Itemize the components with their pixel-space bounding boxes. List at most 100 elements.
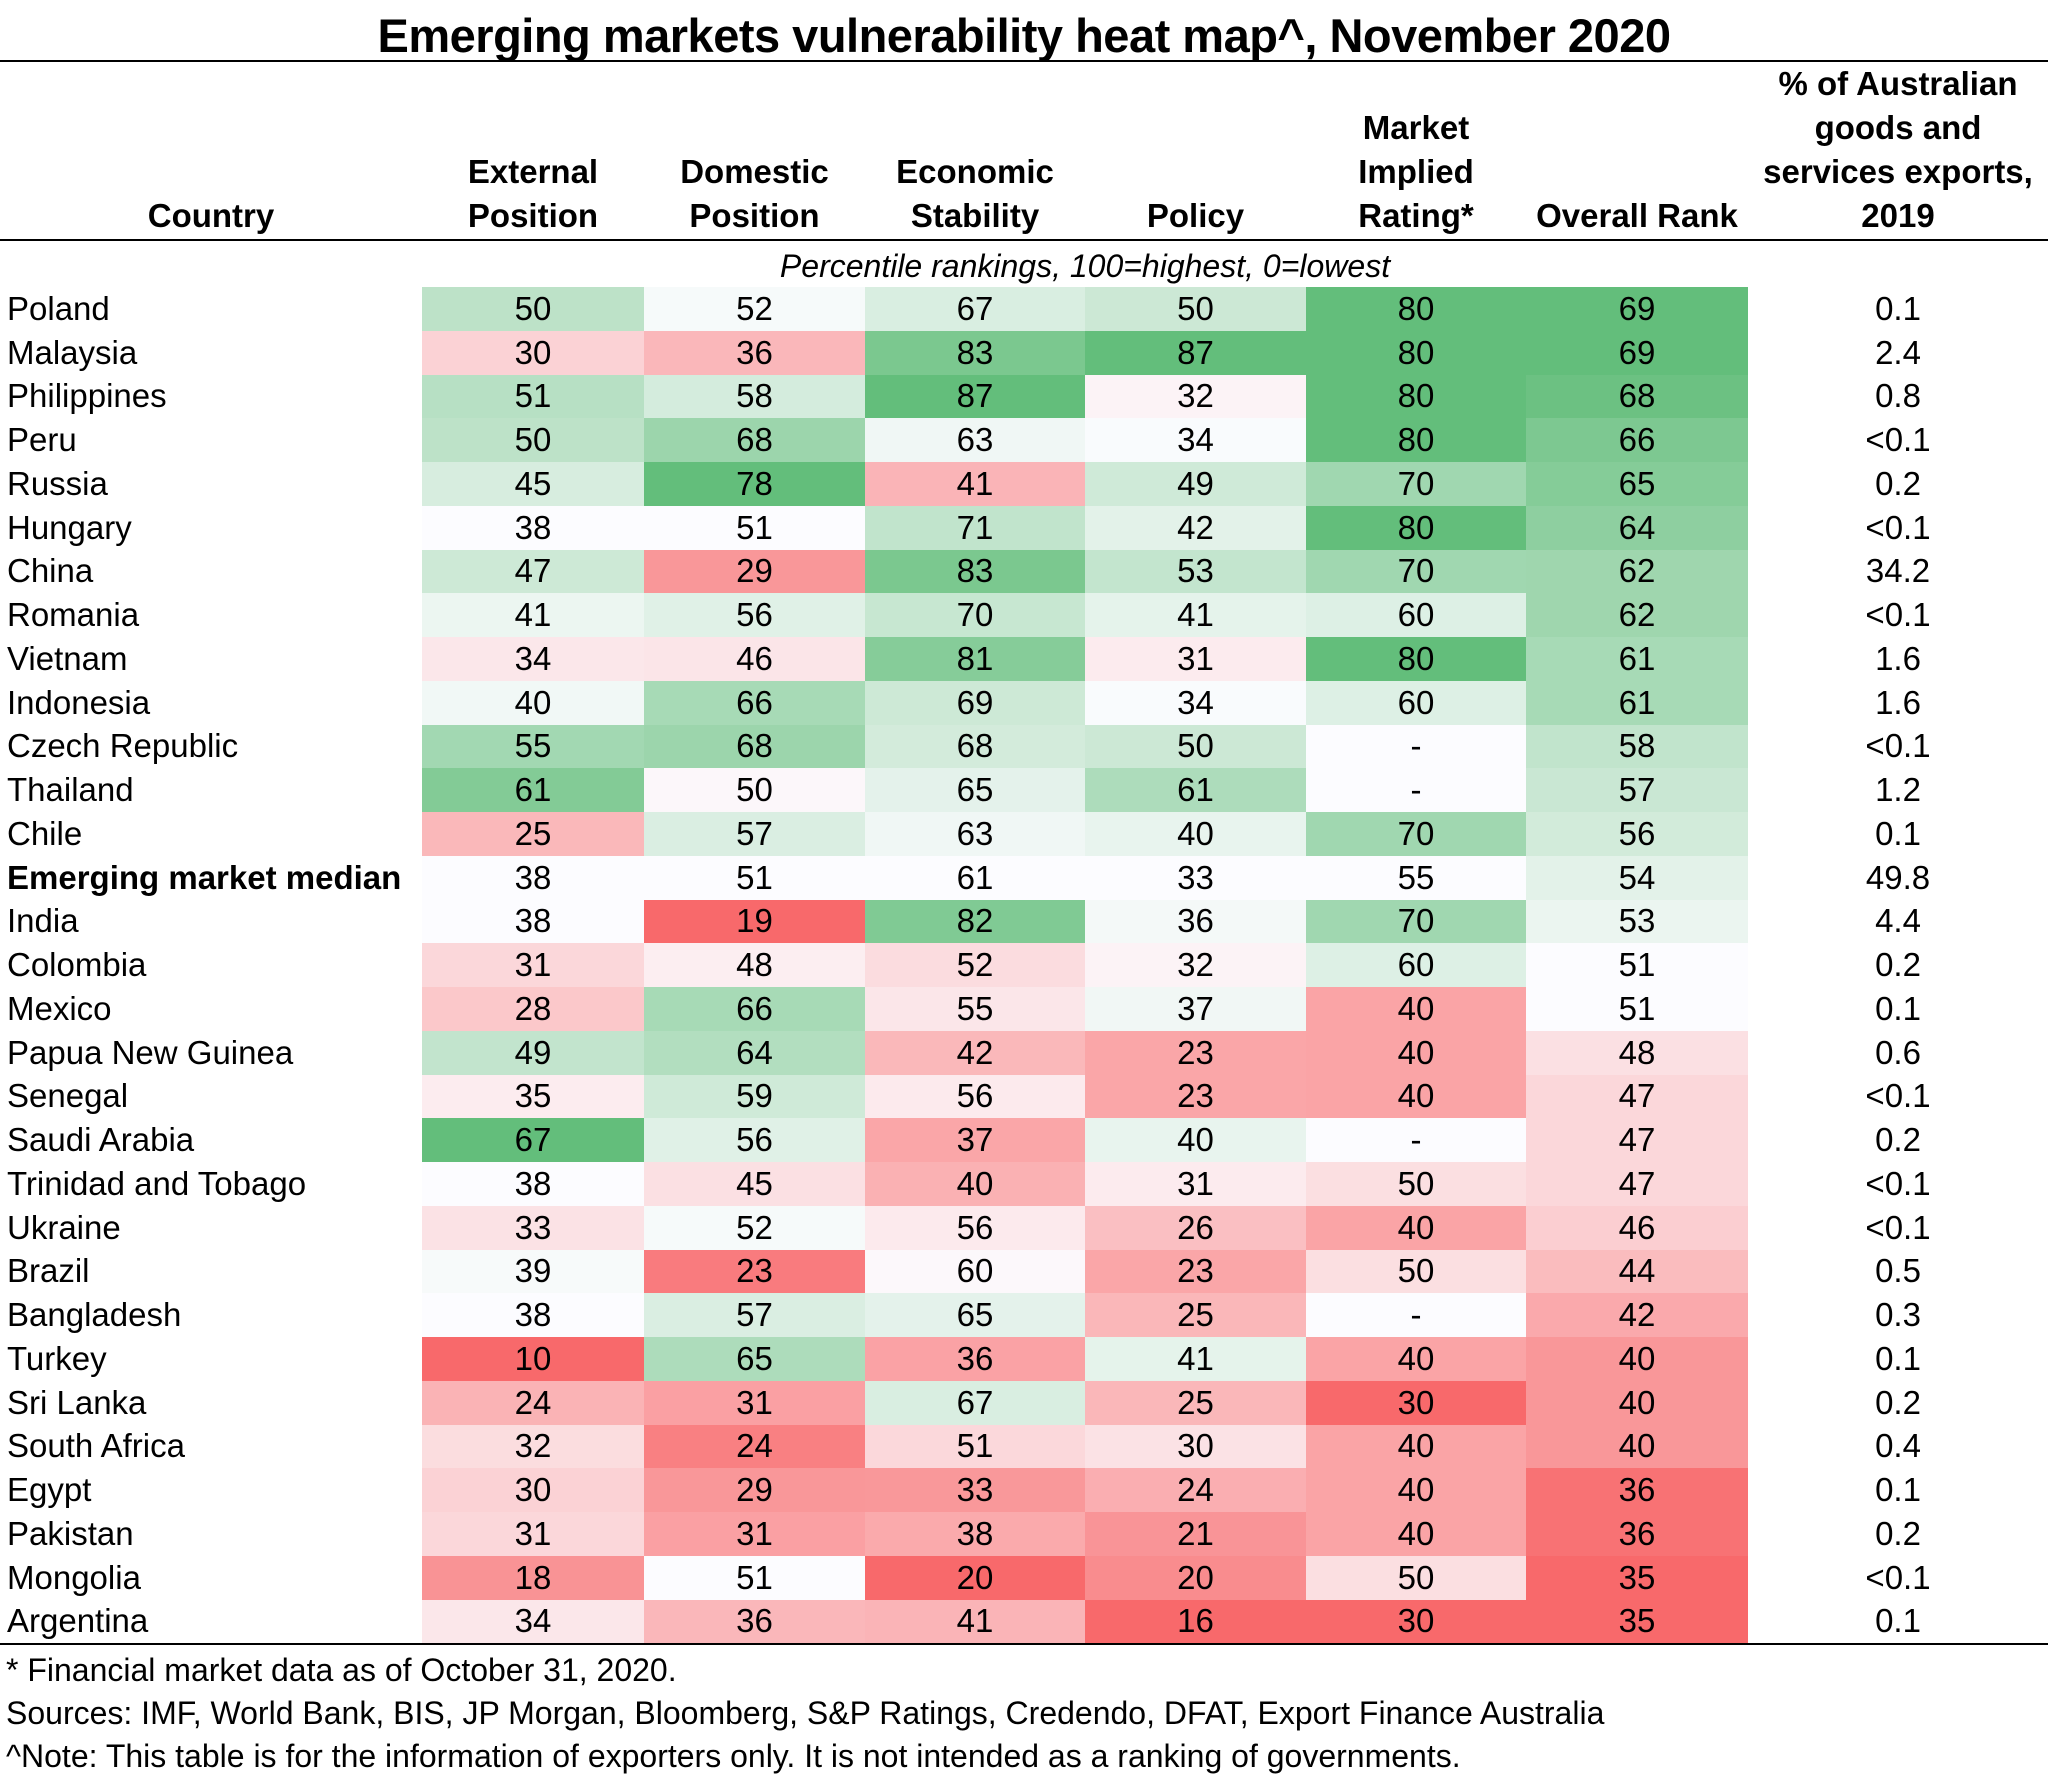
heatmap-cell: 58 (1526, 724, 1748, 769)
heatmap-cell: 41 (865, 1599, 1085, 1644)
heatmap-cell: 41 (422, 593, 644, 637)
heatmap-cell: 40 (1526, 1424, 1748, 1469)
country-label: Turkey (7, 1339, 107, 1377)
exports-value: <0.1 (1865, 421, 1931, 459)
heatmap-cell: 56 (865, 1205, 1085, 1250)
heatmap-cell: 56 (644, 593, 865, 637)
heatmap-cell: 34 (1085, 418, 1306, 462)
heatmap-cell: 66 (644, 680, 865, 725)
exports-value: <0.1 (1865, 1208, 1931, 1246)
heatmap-cell: 51 (644, 855, 865, 900)
exports-value: 0.2 (1875, 946, 1921, 984)
heatmap-cell: 55 (1306, 855, 1526, 900)
heatmap-cell: - (1306, 724, 1526, 769)
exports-value: 0.1 (1875, 989, 1921, 1027)
table-row: Indonesia 40 66 69 34 60 61 1.6 (0, 680, 2048, 725)
country-label: Malaysia (7, 333, 138, 371)
heatmap-cell: 48 (1526, 1030, 1748, 1075)
country-label: Romania (7, 596, 140, 634)
heatmap-cell: 83 (865, 330, 1085, 375)
heatmap-cell: 35 (1526, 1599, 1748, 1644)
heatmap-cell: 70 (865, 593, 1085, 637)
heatmap-cell: 61 (1526, 637, 1748, 681)
heatmap-cell: - (1306, 1118, 1526, 1162)
table-row: Mongolia 18 51 20 20 50 35 <0.1 (0, 1555, 2048, 1600)
country-label: Philippines (7, 377, 167, 415)
country-label: Mexico (7, 989, 112, 1027)
heatmap-cell: 80 (1306, 330, 1526, 375)
heatmap-cell: 50 (1306, 1555, 1526, 1600)
heatmap-cell: 35 (1526, 1555, 1748, 1600)
table-row: Chile 25 57 63 40 70 56 0.1 (0, 812, 2048, 856)
heatmap-cell: 26 (1085, 1205, 1306, 1250)
heatmap-cell: 61 (1526, 680, 1748, 725)
heatmap-cell: 38 (422, 855, 644, 900)
exports-value: <0.1 (1865, 596, 1931, 634)
heatmap-cell: 40 (422, 680, 644, 725)
heatmap-cell: 40 (1306, 1030, 1526, 1075)
heatmap-cell: 49 (422, 1030, 644, 1075)
table-row: Mexico 28 66 55 37 40 51 0.1 (0, 987, 2048, 1031)
heatmap-cell: 71 (865, 505, 1085, 550)
heatmap-cell: 23 (1085, 1030, 1306, 1075)
heatmap-cell: 40 (1306, 1074, 1526, 1119)
heatmap-cell: 38 (422, 505, 644, 550)
heatmap-cell: 23 (1085, 1249, 1306, 1294)
heatmap-cell: 61 (865, 855, 1085, 900)
header-rule (0, 239, 2048, 241)
table-row: Pakistan 31 31 38 21 40 36 0.2 (0, 1512, 2048, 1556)
column-header: % of Australian goods and services exports… (1748, 62, 2048, 238)
country-label: Hungary (7, 508, 132, 546)
heatmap-cell: 78 (644, 462, 865, 506)
table-row: Peru 50 68 63 34 80 66 <0.1 (0, 418, 2048, 462)
exports-value: <0.1 (1865, 1077, 1931, 1115)
exports-value: 0.2 (1875, 1383, 1921, 1421)
exports-value: 49.8 (1865, 858, 1931, 896)
heatmap-cell: 56 (865, 1074, 1085, 1119)
column-header-line: Overall Rank (1536, 197, 1738, 234)
exports-value: 2.4 (1875, 333, 1921, 371)
heatmap-cell: 24 (644, 1424, 865, 1469)
table-row: Czech Republic 55 68 68 50-58 <0.1 (0, 724, 2048, 769)
heatmap-cell: 32 (1085, 943, 1306, 987)
heatmap-cell: 29 (644, 549, 865, 594)
heatmap-cell: 38 (422, 899, 644, 944)
heatmap-cell: 30 (422, 330, 644, 375)
heatmap-cell: 41 (1085, 1337, 1306, 1381)
heatmap-cell: 52 (644, 1205, 865, 1250)
exports-value: 0.2 (1875, 1514, 1921, 1552)
exports-value: <0.1 (1865, 727, 1931, 765)
exports-value: 0.3 (1875, 1296, 1921, 1334)
table-row: Vietnam 34 46 81 31 80 61 1.6 (0, 637, 2048, 681)
heatmap-cell: 30 (1306, 1599, 1526, 1644)
heatmap-cell: 68 (865, 724, 1085, 769)
heatmap-cell: 31 (422, 943, 644, 987)
heatmap-cell: 68 (1526, 374, 1748, 419)
heatmap-cell: 50 (1306, 1162, 1526, 1206)
country-label: Egypt (7, 1471, 92, 1509)
heatmap-cell: 18 (422, 1555, 644, 1600)
heatmap-cell: 61 (422, 768, 644, 812)
heatmap-cell: 60 (865, 1249, 1085, 1294)
heatmap-cell: 40 (1085, 1118, 1306, 1162)
heatmap-cell: 21 (1085, 1512, 1306, 1556)
column-header: Market Implied Rating* (1306, 62, 1526, 238)
column-header: Domestic Position (644, 62, 865, 238)
table-row: China 47 29 83 53 70 62 34.2 (0, 549, 2048, 594)
heatmap-cell: 52 (644, 287, 865, 331)
table-row: Russia 45 78 41 49 70 65 0.2 (0, 462, 2048, 506)
heatmap-cell: 60 (1306, 593, 1526, 637)
column-header: Policy (1085, 62, 1306, 238)
country-label: Vietnam (7, 639, 128, 677)
heatmap-cell: 64 (644, 1030, 865, 1075)
exports-value: <0.1 (1865, 1164, 1931, 1202)
heatmap-cell: 80 (1306, 418, 1526, 462)
heatmap-cell: 42 (1085, 505, 1306, 550)
heatmap-cell: 41 (865, 462, 1085, 506)
exports-value: 4.4 (1875, 902, 1921, 940)
heatmap-cell: 47 (422, 549, 644, 594)
heatmap-cell: 57 (1526, 768, 1748, 812)
column-header-line: services exports, (1763, 153, 2033, 190)
column-header-line: Rating* (1358, 197, 1474, 234)
heatmap-cell: 50 (1085, 724, 1306, 769)
